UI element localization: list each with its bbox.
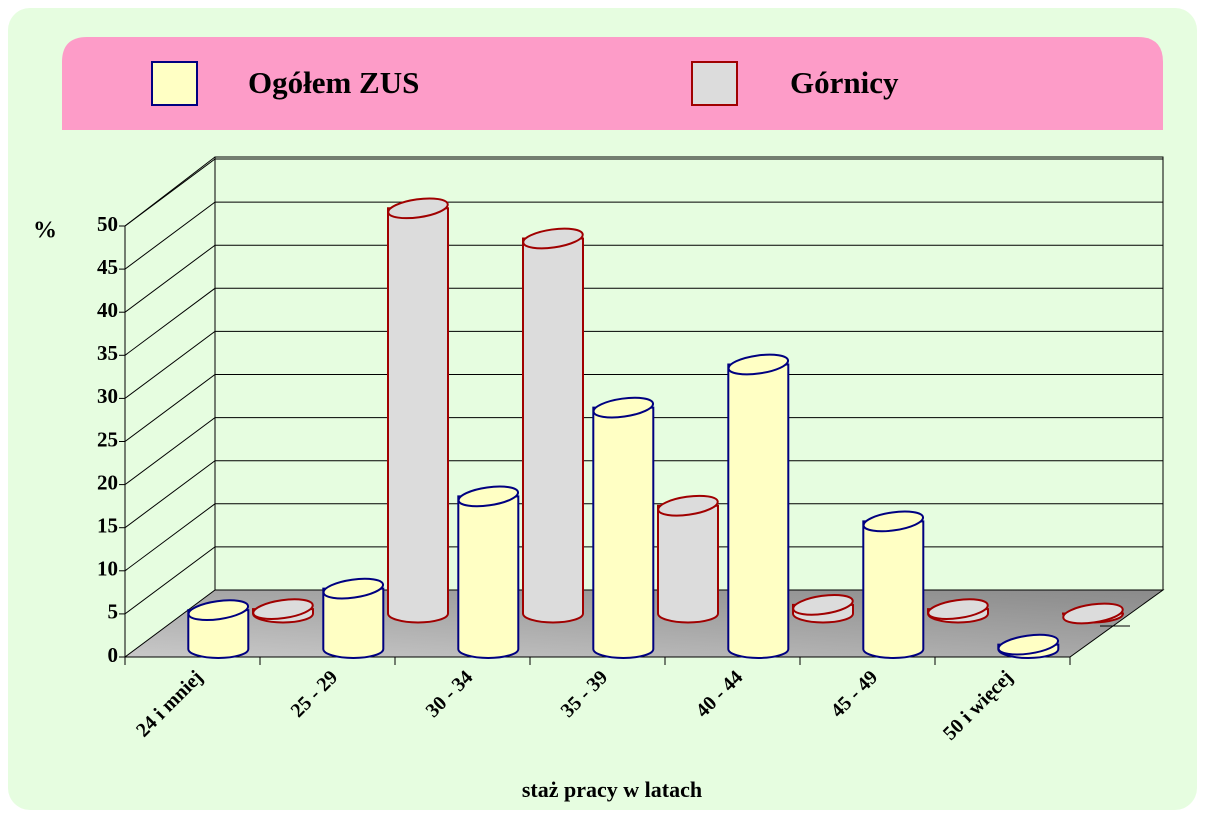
cylinder-top	[522, 227, 584, 250]
cylinder-top	[592, 396, 655, 419]
cylinder-top	[387, 197, 449, 220]
cylinder	[387, 207, 449, 624]
cylinder	[522, 237, 584, 624]
cylinder	[592, 406, 655, 659]
grid-line	[124, 374, 1163, 442]
grid-line	[124, 158, 1163, 227]
cylinder	[862, 520, 925, 659]
cylinder	[727, 363, 790, 659]
y-tick-label: 15	[97, 514, 118, 538]
grid-line	[124, 460, 1163, 529]
legend-swatch	[151, 61, 198, 106]
y-tick-label: 30	[97, 384, 118, 408]
y-tick-label: 45	[97, 255, 118, 279]
cylinder	[187, 609, 250, 659]
cylinder-top	[657, 494, 719, 517]
y-tick-label: 20	[97, 470, 118, 494]
legend-band	[62, 37, 1163, 130]
grid-line	[124, 287, 1163, 356]
y-tick-label: 5	[108, 600, 119, 624]
y-tick-label: 50	[97, 212, 118, 236]
cylinder-top	[322, 577, 385, 600]
y-axis-label: %	[33, 218, 57, 244]
legend-swatch	[691, 61, 738, 106]
cylinder	[322, 587, 385, 659]
grid-line	[124, 546, 1163, 615]
cylinder-top	[792, 593, 854, 616]
y-tick-label: 10	[97, 557, 118, 581]
cylinder-top	[457, 485, 520, 508]
cylinder	[657, 504, 719, 624]
cylinder-top	[252, 598, 314, 620]
y-tick-label: 25	[97, 427, 118, 451]
legend-label: Ogółem ZUS	[248, 65, 419, 100]
cylinder-top	[927, 598, 989, 620]
y-tick-label: 40	[97, 298, 118, 322]
cylinder-top	[1062, 602, 1124, 625]
x-axis-label: staż pracy w latach	[522, 777, 702, 802]
y-tick-label: 0	[108, 643, 119, 667]
grid-line	[124, 417, 1163, 486]
y-tick-label: 35	[97, 341, 118, 365]
grid-line	[124, 244, 1163, 313]
grid-line	[124, 330, 1163, 399]
cylinder-top	[862, 510, 925, 533]
legend-label: Górnicy	[790, 65, 899, 100]
grid-line	[124, 201, 1163, 270]
cylinder-top	[727, 353, 790, 376]
cylinder-top	[187, 599, 250, 622]
grid-line	[124, 503, 1163, 572]
cylinder	[457, 495, 520, 659]
cylinder-top	[997, 633, 1060, 656]
